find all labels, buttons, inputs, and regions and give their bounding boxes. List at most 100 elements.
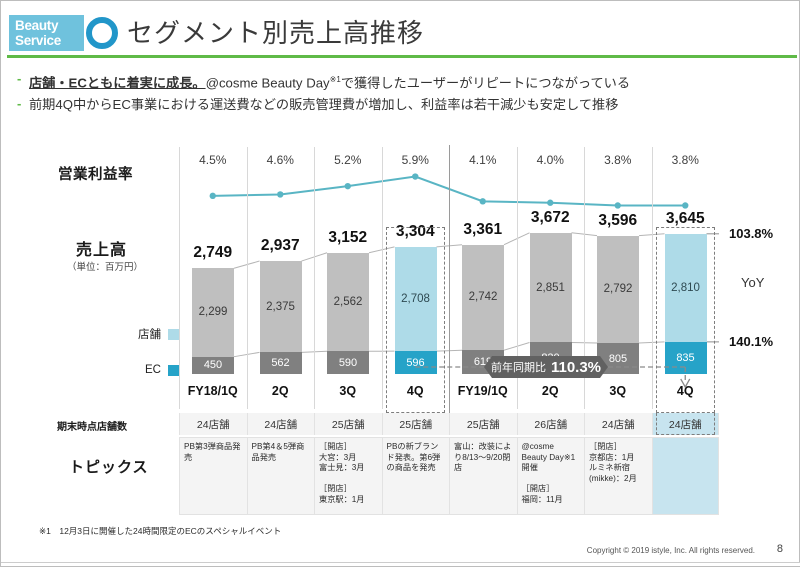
- column-separator: [516, 147, 518, 409]
- bar-column: 3,596 2,792 805: [584, 199, 652, 374]
- store-count-cell: 24店舗: [246, 413, 314, 435]
- beauty-service-logo: Beauty Service: [9, 15, 84, 51]
- store-count-cell: 24店舗: [651, 413, 719, 435]
- bar-segment-store: 2,810: [664, 233, 707, 342]
- bar-column: 3,361 2,742 619: [449, 199, 517, 374]
- stacked-bar: 2,810 835: [664, 233, 707, 374]
- topic-cell: ［開店］ 大宮：3月 富士見：3月 ［閉店］ 東京駅：1月: [314, 437, 382, 515]
- bar-total-label: 2,937: [260, 237, 300, 255]
- topic-cell: 富山：改装により8/13～9/20閉店: [449, 437, 517, 515]
- summary-bullets: - 店舗・ECともに着実に成長。@cosme Beauty Day※1で獲得した…: [11, 71, 791, 118]
- bar-segment-ec: 562: [259, 352, 302, 374]
- store-count-cell: 26店舗: [516, 413, 584, 435]
- topic-cell: @cosme Beauty Day※1開催 ［開店］ 福岡：11月: [516, 437, 584, 515]
- margin-percent-label: 4.1%: [469, 153, 497, 167]
- bar-segment-ec: 596: [394, 351, 437, 374]
- store-count-cell: 24店舗: [584, 413, 652, 435]
- bar-column: 2,937 2,375 562: [247, 199, 315, 374]
- topics-label: トピックス: [69, 459, 149, 476]
- margin-percent-label: 5.9%: [401, 153, 429, 167]
- margin-percent-label: 4.6%: [266, 153, 294, 167]
- page-number: 8: [776, 543, 783, 555]
- column-separator: [449, 145, 450, 413]
- store-count-row: 24店舗 24店舗 25店舗 25店舗 25店舗 26店舗 24店舗 24店舗: [179, 413, 719, 435]
- legend-swatch-ec: [168, 364, 179, 376]
- x-axis-label: FY19/1Q: [457, 384, 508, 398]
- plot-region: 4.5% 2,749 2,299 450 FY18/1Q 4.6% 2,937 2,375 56…: [179, 141, 719, 436]
- bar-segment-ec: 805: [597, 343, 639, 374]
- bullet-rest-a: @cosme Beauty Day: [205, 75, 330, 91]
- highlight-box: [385, 227, 445, 413]
- stacked-bar: 2,851820: [529, 232, 572, 374]
- x-axis-label: 2Q: [271, 384, 289, 398]
- column-separator: [314, 147, 315, 409]
- bullet-strong-text: 店舗・ECともに着実に成長。: [29, 75, 206, 91]
- store-count-cell: 24店舗: [179, 413, 247, 435]
- topics-row: PB第3弾商品発売 PB第4＆5弾商品発売 ［開店］ 大宮：3月 富士見：3月 ［閉…: [179, 437, 719, 515]
- topic-cell: PBの新ブランド発表。第6弾の商品を発売: [381, 437, 449, 515]
- bar-column: 3,672 2,851820: [517, 199, 585, 374]
- yoy-callout-badge: 前年同期比 110.3%: [484, 356, 608, 378]
- yoy-header: YoY: [741, 275, 765, 290]
- store-count-cell: 25店舗: [314, 413, 382, 435]
- topic-cell: ［閉店］ 京都店：1月 ルミネ新宿(mikke)：2月: [584, 437, 652, 515]
- bullet-dash-icon: -: [17, 96, 22, 112]
- bar-segment-store: 2,708: [394, 246, 437, 352]
- bar-total-label: 3,645: [665, 209, 705, 227]
- highlight-box: [655, 413, 715, 435]
- bar-column: 3,152 2,562 590: [314, 199, 382, 374]
- bullet-text: 店舗・ECともに着実に成長。@cosme Beauty Day※1で獲得したユー…: [29, 71, 630, 91]
- stacked-bar: 2,708 596: [394, 246, 437, 374]
- slide-header: Beauty Service セグメント別売上高推移: [1, 11, 800, 55]
- topic-cell: PB第3弾商品発売: [179, 437, 247, 515]
- bar-total-label: 3,596: [598, 211, 638, 229]
- bullet-item: - 前期4Q中からEC事業における運送費などの販売管理費が増加し、利益率は若干減…: [11, 96, 791, 113]
- margin-percent-label: 4.0%: [536, 153, 564, 167]
- header-divider: [7, 55, 797, 58]
- bullet-item: - 店舗・ECともに着実に成長。@cosme Beauty Day※1で獲得した…: [11, 71, 791, 91]
- footer-divider: [1, 562, 800, 566]
- bar-column: 3,645 2,810 835: [652, 199, 720, 374]
- footnote-text: ※1 12月3日に開催した24時間限定のECのスペシャルイベント: [39, 526, 282, 536]
- callout-label: 前年同期比: [490, 362, 546, 374]
- column-separator: [584, 147, 585, 409]
- operating-margin-label: 営業利益率: [58, 167, 133, 183]
- margin-percent-label: 4.5%: [199, 153, 227, 167]
- topic-cell: [651, 437, 719, 515]
- column-separator: [246, 147, 248, 409]
- x-axis-label: 3Q: [339, 384, 357, 398]
- bar-column: 2,749 2,299 450: [179, 199, 247, 374]
- store-count-label: 期末時点店舗数: [57, 422, 127, 433]
- topic-cell: PB第4＆5弾商品発売: [246, 437, 314, 515]
- bar-segment-store: 2,299: [192, 268, 234, 357]
- store-count-cell: 25店舗: [449, 413, 517, 435]
- logo-line-1: Beauty: [15, 18, 59, 33]
- callout-value: 110.3%: [550, 358, 602, 376]
- stacked-bar: 2,299 450: [192, 268, 234, 374]
- bar-total-label: 3,361: [463, 220, 503, 238]
- legend-swatch-store: [168, 328, 179, 340]
- stacked-bar: 2,375 562: [259, 261, 302, 374]
- bar-segment-store: 2,792: [597, 235, 639, 344]
- bar-total-label: 2,749: [193, 244, 233, 262]
- bar-total-label: 3,152: [328, 228, 368, 246]
- column-separator: [651, 147, 653, 409]
- column-separator: [381, 147, 383, 409]
- legend-label-ec: EC: [145, 364, 161, 376]
- bar-segment-store: 2,742: [462, 244, 504, 351]
- sales-label: 売上高: [76, 242, 128, 259]
- yoy-value-store: 103.8%: [729, 225, 774, 241]
- x-axis-label: FY18/1Q: [187, 384, 238, 398]
- margin-percent-label: 3.8%: [671, 153, 699, 167]
- column-separator: [179, 147, 180, 409]
- bullet-dash-icon: -: [17, 71, 22, 86]
- margin-percent-label: 3.8%: [604, 153, 632, 167]
- bar-segment-ec: 590: [327, 351, 369, 374]
- bar-segment-ec: 450: [192, 356, 234, 374]
- page-title: セグメント別売上高推移: [127, 18, 425, 48]
- stacked-bar: 2,792 805: [597, 235, 639, 374]
- legend-item-ec: EC: [99, 364, 179, 376]
- margin-percent-label: 5.2%: [334, 153, 362, 167]
- ring-icon: [86, 17, 118, 49]
- yoy-value-ec: 140.1%: [729, 333, 774, 349]
